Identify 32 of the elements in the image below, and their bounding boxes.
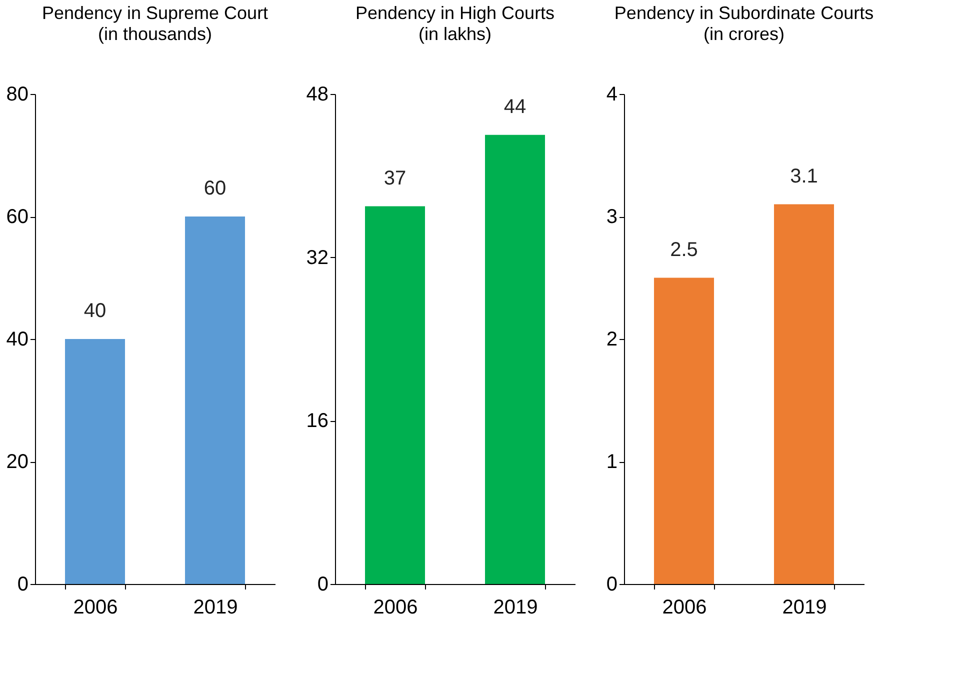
data-label: 37 — [384, 167, 406, 190]
y-tick-label: 60 — [6, 206, 28, 228]
chart-subtitle: (in crores) — [703, 24, 785, 44]
y-tick-label: 2 — [606, 328, 618, 350]
data-label: 60 — [204, 178, 226, 200]
y-tick-label: 0 — [606, 574, 618, 596]
y-tick-label: 3 — [606, 206, 618, 228]
y-tick-label: 48 — [306, 84, 328, 106]
data-label: 2.5 — [670, 238, 698, 261]
chart-title: Pendency in Supreme Court — [42, 3, 268, 23]
y-tick-label: 1 — [606, 451, 618, 473]
y-tick-label: 20 — [6, 451, 28, 473]
data-label: 3.1 — [790, 165, 818, 188]
x-tick-label: 2006 — [373, 596, 418, 618]
data-label: 44 — [504, 96, 526, 118]
x-tick-label: 2006 — [73, 596, 118, 618]
y-tick-label: 4 — [606, 84, 618, 106]
x-tick-label: 2019 — [782, 596, 827, 618]
chart-title: Pendency in High Courts — [355, 3, 555, 23]
y-tick-label: 16 — [306, 410, 328, 432]
y-tick-label: 32 — [306, 246, 328, 269]
x-tick-label: 2019 — [193, 596, 238, 618]
y-tick-label: 0 — [17, 574, 28, 596]
chart-subtitle: (in lakhs) — [418, 24, 492, 44]
y-tick-label: 40 — [6, 328, 28, 350]
x-tick-label: 2019 — [493, 596, 538, 618]
data-label: 40 — [84, 300, 106, 322]
x-tick-label: 2006 — [662, 596, 707, 618]
y-tick-label: 80 — [6, 84, 28, 106]
chart-subtitle: (in thousands) — [98, 24, 212, 44]
chart-title: Pendency in Subordinate Courts — [614, 3, 874, 23]
y-tick-label: 0 — [317, 574, 328, 596]
